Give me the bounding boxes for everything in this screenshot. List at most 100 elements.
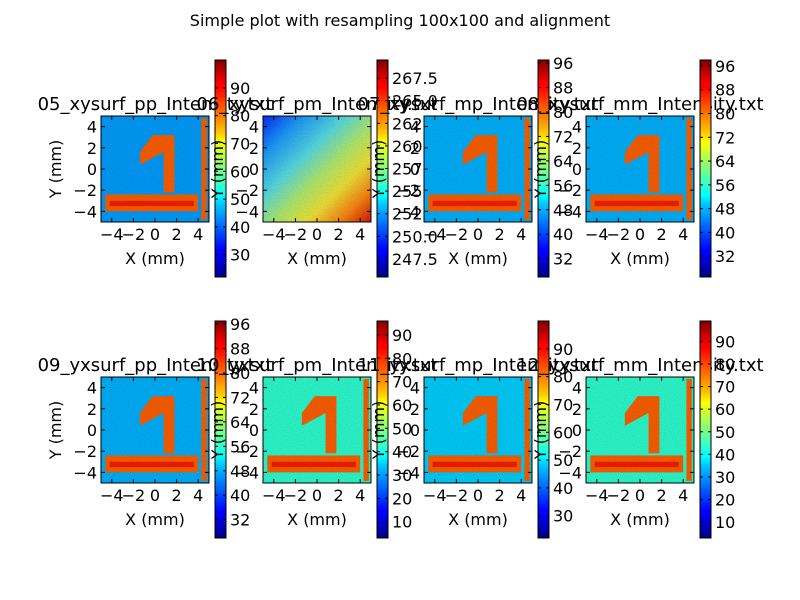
colorbar-tick-label: 70: [392, 373, 412, 392]
y-tick-label: 0: [87, 160, 97, 179]
x-tick-label: 2: [172, 486, 182, 505]
x-tick-label: −2: [607, 486, 631, 505]
x-tick-label: −4: [100, 225, 124, 244]
colorbar-tick-label: 80: [715, 105, 735, 124]
y-tick-label: −2: [73, 181, 97, 200]
colorbar-tick-label: 32: [230, 511, 250, 530]
x-axis-label: X (mm): [610, 249, 670, 268]
colorbar-tick-label: 40: [715, 445, 735, 464]
y-tick-label: 0: [249, 160, 259, 179]
y-tick-label: 4: [87, 118, 97, 137]
colorbar-tick-label: 72: [715, 128, 735, 147]
colorbar-tick-label: 48: [553, 201, 573, 220]
x-axis-label: X (mm): [448, 249, 508, 268]
colorbar-tick-label: 247.5: [392, 250, 438, 269]
y-tick-label: 0: [572, 160, 582, 179]
colorbar-gradient: [699, 320, 712, 539]
colorbar-tick-label: 70: [553, 395, 573, 414]
colorbar-tick-label: 88: [715, 81, 735, 100]
x-tick-label: −4: [423, 486, 447, 505]
colorbar: 32 40 48 56 64 72 80 88 96: [537, 54, 573, 278]
x-tick-label: 0: [473, 486, 483, 505]
x-tick-label: −2: [284, 225, 308, 244]
colorbar: 32 40 48 56 64 72 80 88 96: [699, 57, 735, 278]
colorbar-tick-label: 96: [553, 54, 573, 73]
y-tick-label: −4: [558, 463, 582, 482]
colorbar-tick-label: 40: [230, 218, 250, 237]
colorbar-tick-label: 48: [715, 200, 735, 219]
digit-stroke: [139, 135, 175, 193]
edge-strip: [524, 118, 530, 220]
heatmap-image: [101, 377, 209, 483]
x-tick-label: 4: [193, 486, 203, 505]
colorbar-gradient: [376, 320, 389, 539]
digit-stroke: [139, 396, 175, 454]
colorbar-tick-label: 50: [392, 419, 412, 438]
x-tick-label: 4: [355, 225, 365, 244]
x-tick-label: 0: [312, 486, 322, 505]
x-tick-label: 2: [172, 225, 182, 244]
y-tick-label: 4: [572, 118, 582, 137]
digit-stroke: [462, 135, 498, 193]
colorbar-gradient: [537, 320, 550, 539]
x-axis-label: X (mm): [610, 510, 670, 529]
colorbar-tick-label: 88: [553, 79, 573, 98]
y-tick-label: 4: [249, 118, 259, 137]
heatmap-image: [424, 377, 532, 483]
colorbar-tick-label: 60: [392, 396, 412, 415]
base-bar-core: [594, 200, 679, 207]
colorbar: 30 40 50 60 70 80 90: [537, 320, 573, 539]
x-tick-label: 4: [678, 225, 688, 244]
colorbar-tick-label: 50: [715, 423, 735, 442]
base-bar-core: [271, 461, 356, 468]
x-tick-label: 0: [635, 225, 645, 244]
colorbar: 30 40 50 60 70 80 90: [214, 59, 250, 278]
y-tick-label: −4: [235, 202, 259, 221]
x-tick-label: 0: [150, 486, 160, 505]
x-tick-label: −4: [423, 225, 447, 244]
colorbar-tick-label: 10: [392, 513, 412, 532]
base-bar-core: [109, 200, 194, 207]
x-tick-label: −2: [122, 225, 146, 244]
colorbar-tick-label: 64: [715, 152, 735, 171]
base-bar-core: [594, 461, 679, 468]
colorbar-tick-label: 265.0: [392, 92, 438, 111]
x-axis-label: X (mm): [287, 510, 347, 529]
y-tick-label: 4: [87, 379, 97, 398]
edge-strip: [201, 379, 207, 481]
colorbar-tick-label: 80: [715, 355, 735, 374]
colorbar-tick-label: 90: [553, 340, 573, 359]
heatmap-image: [263, 116, 371, 222]
x-tick-label: 0: [635, 486, 645, 505]
colorbar-tick-label: 48: [230, 462, 250, 481]
y-tick-label: −2: [558, 442, 582, 461]
y-tick-label: 4: [572, 379, 582, 398]
x-tick-label: 0: [312, 225, 322, 244]
x-tick-label: 4: [193, 225, 203, 244]
colorbar-tick-label: 32: [715, 247, 735, 266]
edge-strip: [686, 118, 692, 220]
colorbar-tick-label: 30: [715, 468, 735, 487]
x-axis-label: X (mm): [448, 510, 508, 529]
x-tick-label: −2: [284, 486, 308, 505]
colorbar-tick-label: 32: [553, 250, 573, 269]
digit-stroke: [624, 135, 660, 193]
colorbar-tick-label: 80: [230, 107, 250, 126]
y-tick-label: 2: [572, 139, 582, 158]
y-tick-label: 2: [249, 400, 259, 419]
y-tick-label: −2: [558, 181, 582, 200]
y-tick-label: 2: [572, 400, 582, 419]
y-tick-label: −2: [396, 442, 420, 461]
x-tick-label: 4: [516, 225, 526, 244]
y-tick-label: 0: [410, 421, 420, 440]
x-tick-label: 2: [657, 486, 667, 505]
y-tick-label: 2: [87, 139, 97, 158]
colorbar-tick-label: 96: [715, 57, 735, 76]
y-tick-label: −4: [396, 463, 420, 482]
colorbar-tick-label: 40: [553, 479, 573, 498]
